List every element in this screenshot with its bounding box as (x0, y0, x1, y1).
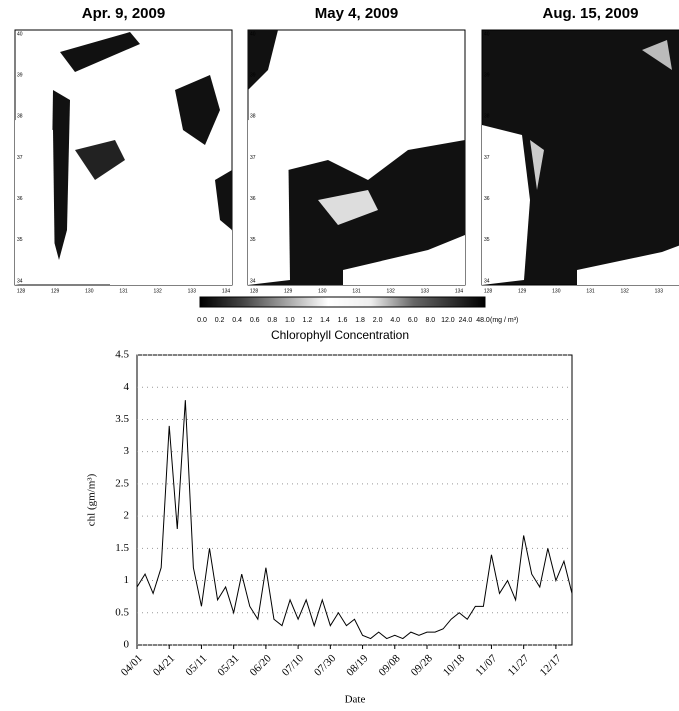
map-lon-label: 129 (51, 288, 60, 294)
map-lat-label: 34 (17, 278, 23, 284)
map-lat-label: 35 (17, 237, 23, 243)
x-tick-label: 05/11 (183, 652, 209, 678)
y-tick-label: 4 (124, 381, 130, 393)
colorbar-label: 8.0 (425, 317, 435, 324)
panel-title: Aug. 15, 2009 (543, 5, 639, 22)
colorbar-label: 4.0 (390, 317, 400, 324)
map-lon-label: 130 (85, 288, 94, 294)
x-tick-label: 08/19 (344, 652, 371, 679)
map-lat-label: 38 (484, 114, 490, 120)
map-lon-label: 128 (484, 288, 493, 294)
map-lat-label: 35 (250, 237, 256, 243)
x-tick-label: 10/18 (441, 652, 468, 679)
x-tick-label: 12/17 (538, 652, 565, 679)
map-lon-label: 131 (119, 288, 128, 294)
map-lon-label: 134 (455, 288, 464, 294)
map-lon-label: 131 (352, 288, 361, 294)
map-lon-label: 129 (518, 288, 527, 294)
colorbar-label: 6.0 (408, 317, 418, 324)
x-tick-label: 06/20 (248, 652, 275, 679)
map-lon-label: 133 (188, 288, 197, 294)
map-lon-label: 128 (250, 288, 259, 294)
map-lon-label: 131 (586, 288, 595, 294)
y-tick-label: 1.5 (115, 542, 129, 554)
map-lon-label: 132 (386, 288, 395, 294)
colorbar-label: 0.8 (267, 317, 277, 324)
x-tick-label: 07/10 (280, 652, 307, 679)
panel-title: May 4, 2009 (315, 5, 398, 22)
x-tick-label: 05/31 (215, 652, 241, 678)
colorbar-label: 12.0 (441, 317, 455, 324)
y-tick-label: 3 (124, 445, 130, 457)
colorbar-label: 1.2 (303, 317, 313, 324)
y-axis-label: chl (gm/m³) (86, 473, 98, 526)
map-lat-label: 40 (484, 31, 490, 37)
map-lat-label: 38 (17, 114, 23, 120)
map-lon-label: 128 (17, 288, 26, 294)
map-panel (14, 29, 233, 286)
colorbar-label: 1.8 (355, 317, 365, 324)
colorbar-label: 1.6 (338, 317, 348, 324)
map-lon-label: 133 (421, 288, 430, 294)
x-tick-label: 11/07 (473, 652, 499, 678)
colorbar-label: 0.0 (197, 317, 207, 324)
y-tick-label: 1 (124, 574, 130, 586)
map-lat-label: 37 (484, 155, 490, 161)
map-lat-label: 36 (17, 196, 23, 202)
map-panel (481, 29, 679, 286)
map-lat-label: 34 (484, 278, 490, 284)
colorbar-title: Chlorophyll Concentration (271, 328, 409, 342)
map-lat-label: 40 (17, 31, 23, 37)
x-tick-label: 04/01 (119, 652, 145, 678)
x-tick-label: 11/27 (506, 652, 532, 678)
y-tick-label: 2 (124, 510, 130, 522)
map-lon-label: 132 (153, 288, 162, 294)
x-tick-label: 09/28 (409, 652, 436, 679)
map-lon-label: 133 (655, 288, 664, 294)
map-lon-label: 134 (222, 288, 231, 294)
x-tick-label: 04/21 (151, 652, 177, 678)
map-lat-label: 39 (250, 72, 256, 78)
map-lat-label: 37 (17, 155, 23, 161)
colorbar-label: 24.0 (459, 317, 473, 324)
map-lon-label: 129 (284, 288, 293, 294)
colorbar-label: 1.4 (320, 317, 330, 324)
map-lat-label: 36 (250, 196, 256, 202)
panel-title: Apr. 9, 2009 (82, 5, 165, 22)
map-lat-label: 36 (484, 196, 490, 202)
map-lat-label: 37 (250, 155, 256, 161)
x-tick-label: 07/30 (312, 652, 339, 679)
data-line (136, 400, 573, 640)
plot-frame (136, 354, 573, 646)
map-lat-label: 39 (484, 72, 490, 78)
map-lon-label: 130 (318, 288, 327, 294)
map-lat-label: 34 (250, 278, 256, 284)
colorbar-label: 0.6 (250, 317, 260, 324)
map-lat-label: 39 (17, 72, 23, 78)
y-tick-label: 0.5 (115, 606, 129, 618)
map-lat-label: 40 (250, 31, 256, 37)
colorbar-label: 48.0 (476, 317, 490, 324)
colorbar (199, 296, 486, 308)
colorbar-label: 2.0 (373, 317, 383, 324)
colorbar-label: 0.4 (232, 317, 242, 324)
y-tick-label: 3.5 (115, 413, 129, 425)
x-tick-label: 09/08 (376, 652, 403, 679)
map-lon-label: 132 (620, 288, 629, 294)
y-tick-label: 0 (124, 639, 130, 651)
colorbar-label: 0.2 (215, 317, 225, 324)
x-axis-label: Date (345, 694, 366, 706)
map-lat-label: 38 (250, 114, 256, 120)
map-lon-label: 130 (552, 288, 561, 294)
y-tick-label: 2.5 (115, 477, 129, 489)
colorbar-unit: (mg / m³) (490, 317, 518, 324)
map-panel (247, 29, 466, 286)
y-tick-label: 4.5 (115, 349, 129, 361)
colorbar-label: 1.0 (285, 317, 295, 324)
map-lat-label: 35 (484, 237, 490, 243)
